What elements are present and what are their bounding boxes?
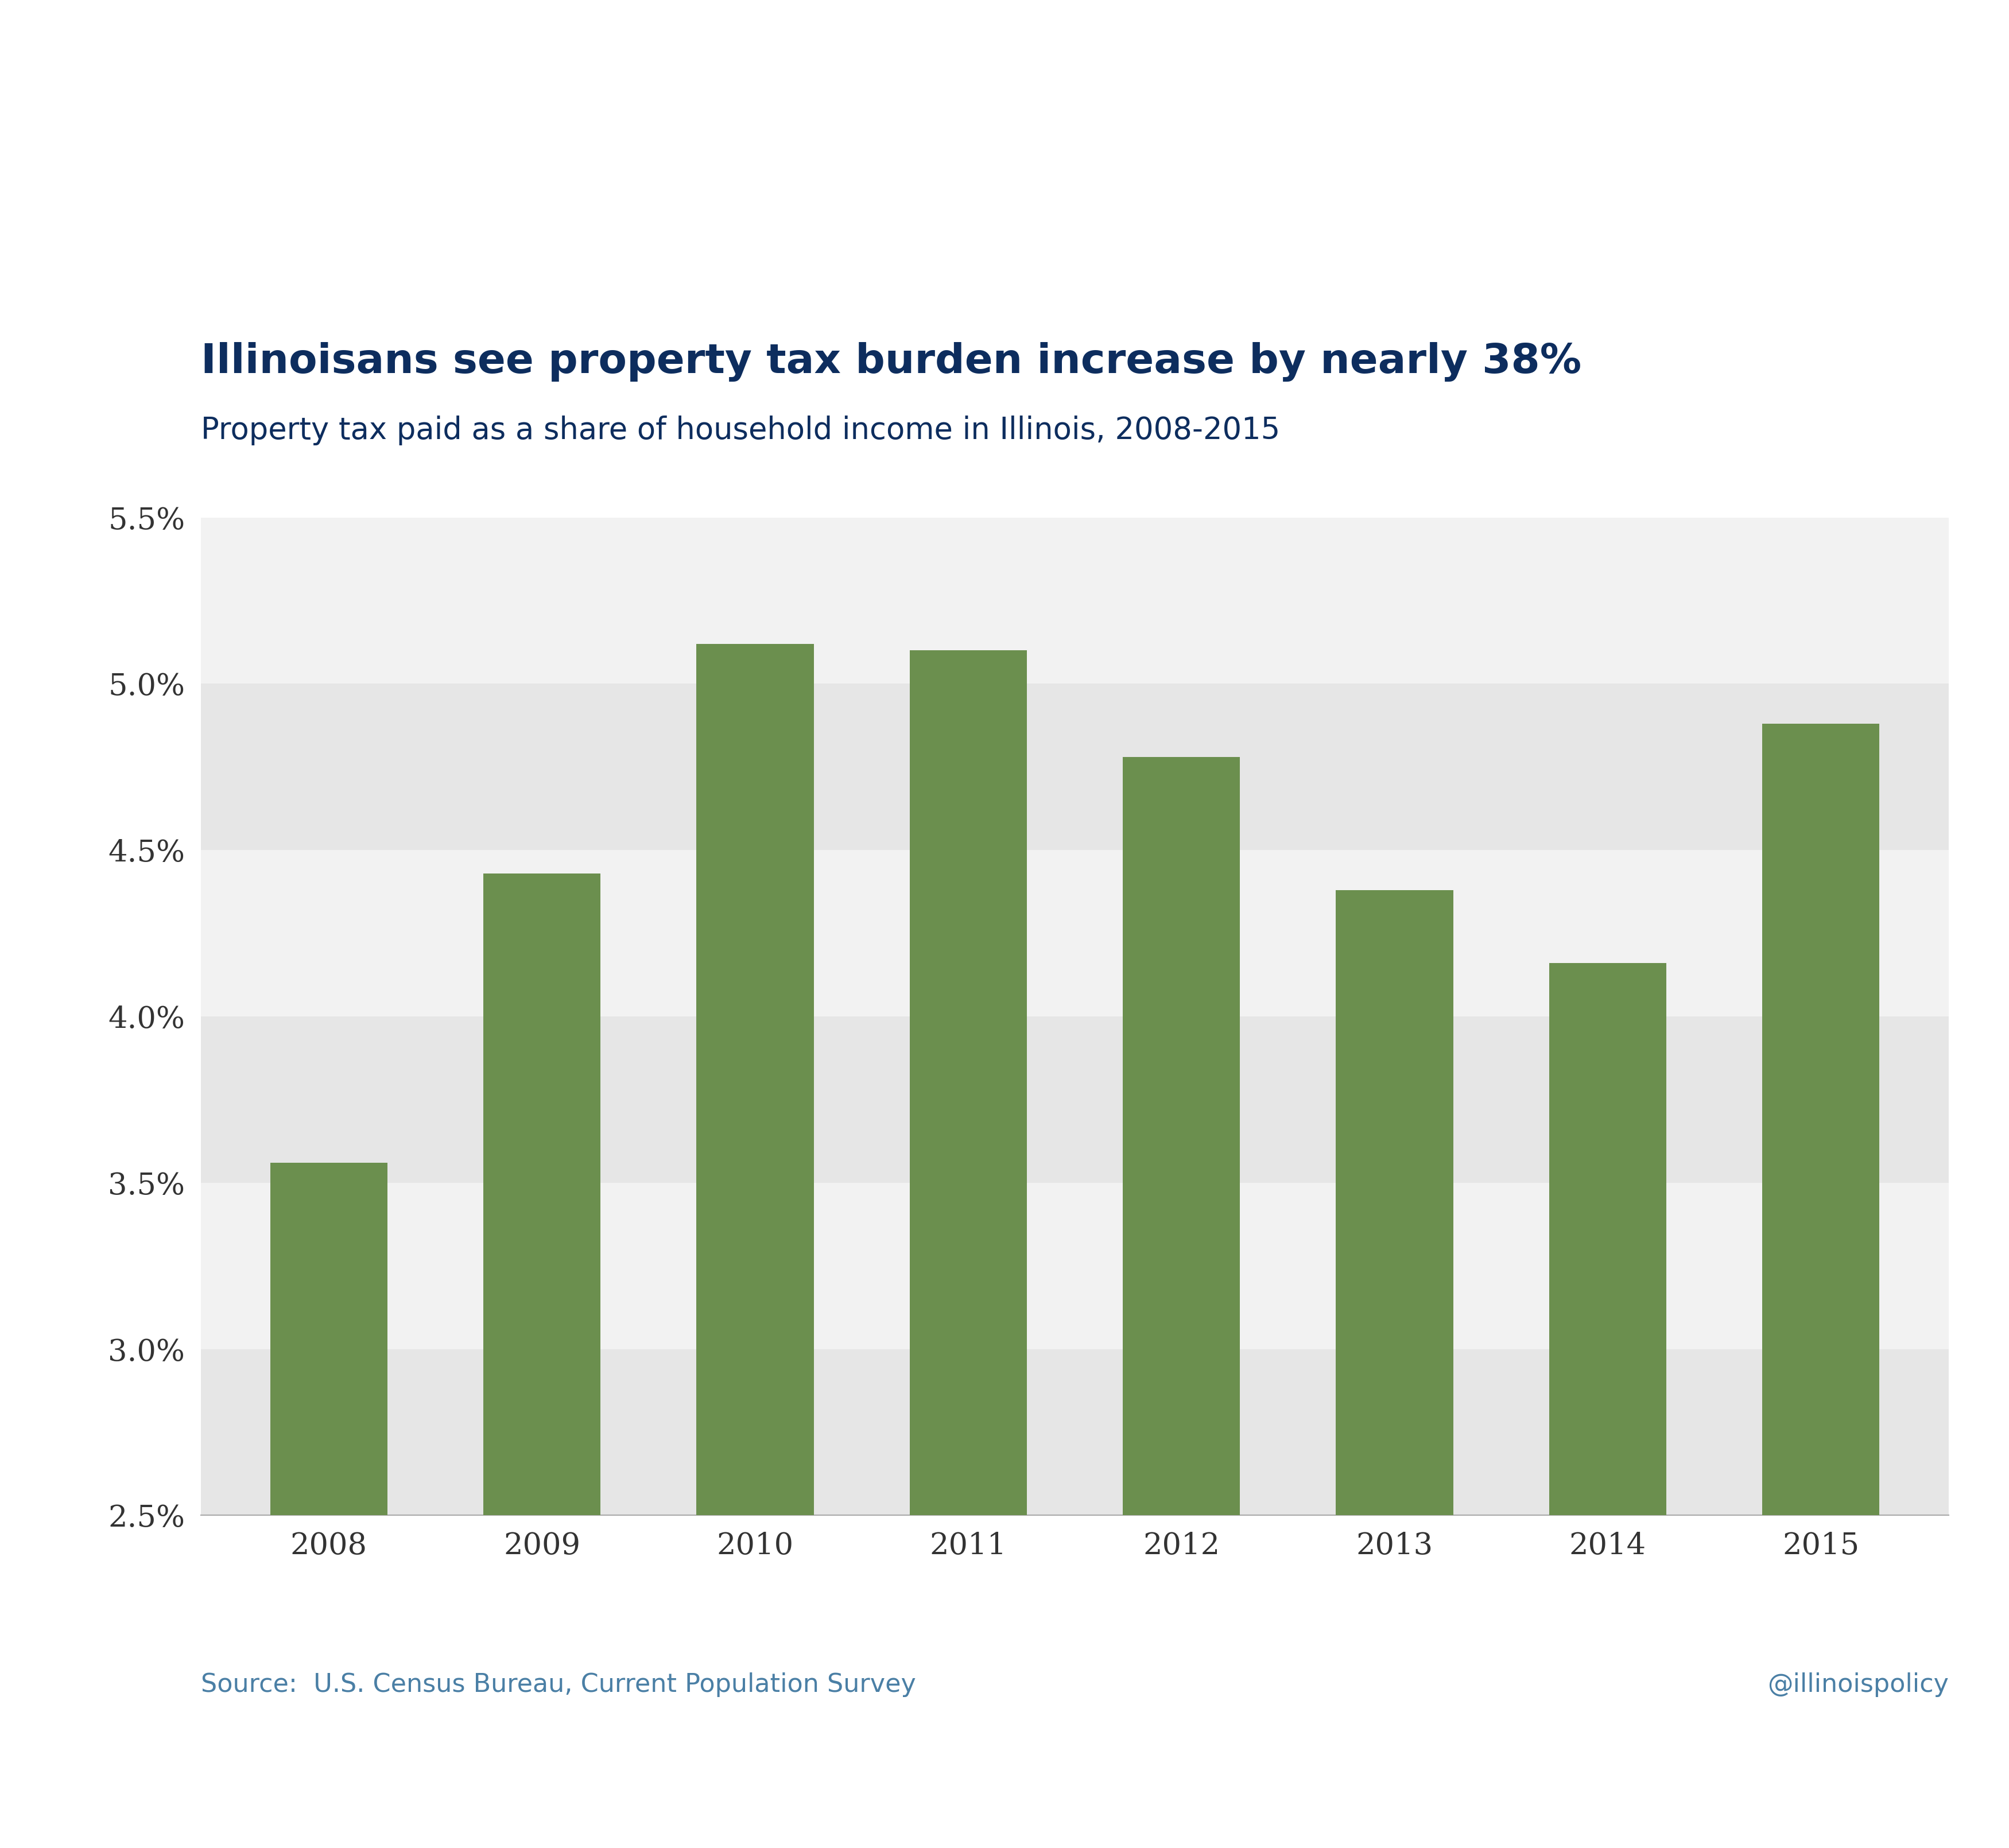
Bar <box>201 1183 1949 1349</box>
Bar <box>1549 963 1665 1515</box>
Bar <box>484 874 601 1515</box>
Bar <box>1762 724 1880 1515</box>
Text: @illinoispolicy: @illinoispolicy <box>1768 1672 1949 1696</box>
Bar <box>201 517 1949 684</box>
Text: Property tax paid as a share of household income in Illinois, 2008-2015: Property tax paid as a share of househol… <box>201 416 1280 445</box>
Text: Illinoisans see property tax burden increase by nearly 38%: Illinoisans see property tax burden incr… <box>201 342 1581 381</box>
Bar <box>201 850 1949 1016</box>
Bar <box>910 650 1027 1515</box>
Bar <box>1336 891 1453 1515</box>
Bar <box>201 684 1949 850</box>
Text: Source:  U.S. Census Bureau, Current Population Survey: Source: U.S. Census Bureau, Current Popu… <box>201 1672 916 1696</box>
Bar <box>697 643 814 1515</box>
Bar <box>1123 758 1240 1515</box>
Bar <box>201 1016 1949 1183</box>
Bar <box>201 1349 1949 1515</box>
Bar <box>269 1162 388 1515</box>
